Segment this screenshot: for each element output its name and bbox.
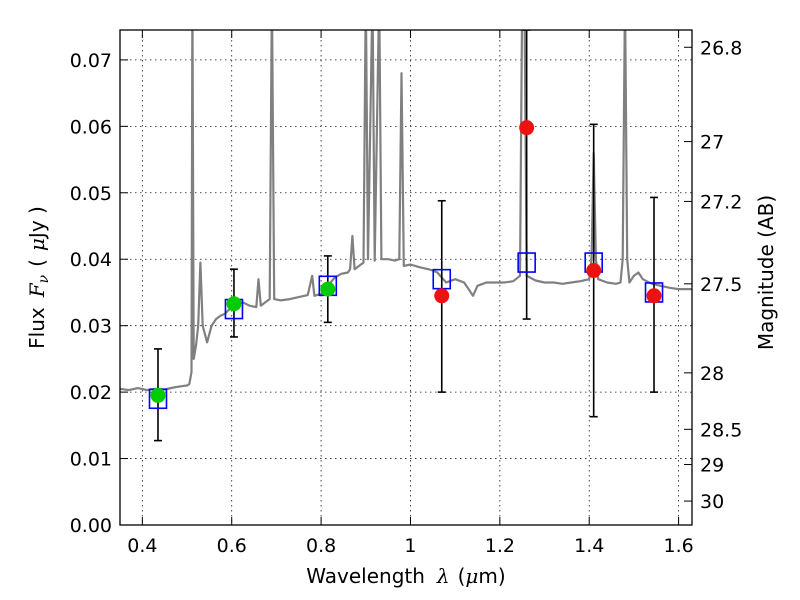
x-tick-label: 1.4: [574, 535, 604, 557]
detection-point: [150, 387, 166, 403]
x-axis-title: Wavelength λ (μm): [306, 564, 505, 588]
grid-lines: [120, 30, 692, 526]
spectrum-layer: [120, 30, 692, 392]
x-tick-label: 0.6: [217, 535, 247, 557]
y2-tick-label: 28: [700, 363, 724, 385]
y-tick-label: 0.05: [70, 183, 112, 205]
x-tick-label: 1.6: [663, 535, 693, 557]
limit-point: [646, 288, 662, 304]
limit-point: [434, 288, 450, 304]
plot-frame: [119, 29, 693, 526]
limit-point: [519, 120, 535, 136]
y2-tick-label: 29: [700, 455, 724, 477]
y-tick-label: 0.01: [70, 449, 112, 471]
y2-tick-label: 27: [700, 132, 724, 154]
y-tick-label: 0.07: [70, 50, 112, 72]
y-tick-label: 0.06: [70, 116, 112, 138]
y2-tick-label: 27.2: [700, 191, 742, 213]
marker-layer: [148, 120, 664, 410]
y2-axis-title: Magnitude (AB): [754, 195, 778, 350]
detection-point: [320, 281, 336, 297]
y-tick-label: 0.02: [70, 382, 112, 404]
x-tick-label: 1.2: [485, 535, 515, 557]
y-tick-label: 0.04: [70, 249, 112, 271]
model-square: [517, 252, 536, 273]
errorbar-layer: [153, 30, 659, 442]
tick-layer: 0.4 0.6 0.8 1 1.2 1.4 1.6 0.00 0.01 0.02 0.03 0.04 0…: [70, 30, 742, 557]
y2-tick-label: 30: [700, 491, 724, 513]
y2-tick-label: 28.5: [700, 419, 742, 441]
x-tick-label: 0.4: [127, 535, 157, 557]
y2-tick-label: 27.5: [700, 274, 742, 296]
y-axis-title: FluxFν(μJy ): [25, 206, 52, 349]
limit-point: [586, 263, 602, 279]
spectrum-line: [120, 30, 692, 392]
y-tick-label: 0.00: [70, 515, 112, 537]
detection-point: [226, 296, 242, 312]
y2-tick-label: 26.8: [700, 37, 742, 59]
x-tick-label: 1: [404, 535, 416, 557]
y-tick-label: 0.03: [70, 316, 112, 338]
x-tick-label: 0.8: [306, 535, 336, 557]
